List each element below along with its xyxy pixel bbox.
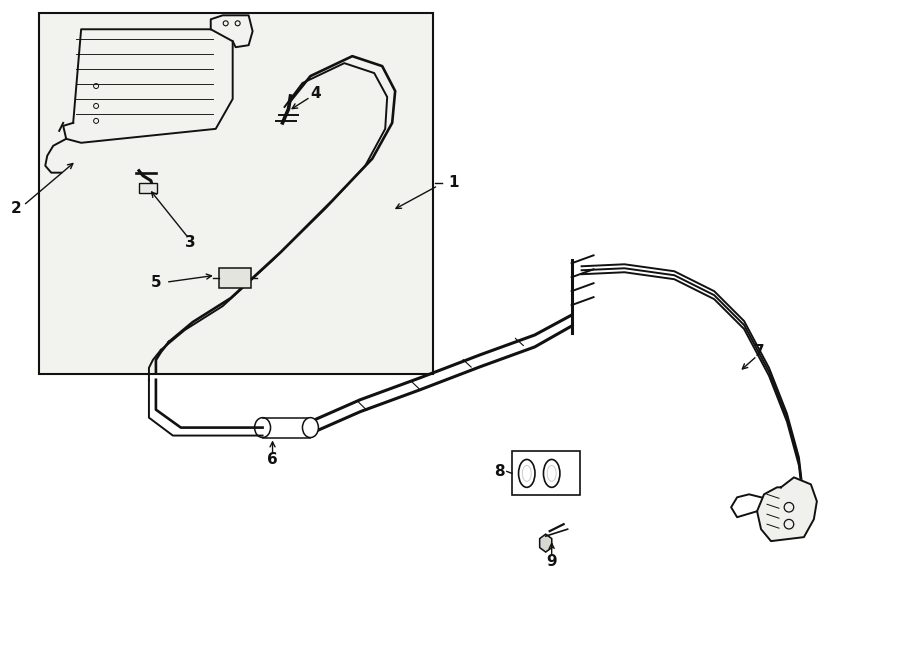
Text: 6: 6 [267, 452, 278, 467]
Text: 4: 4 [310, 85, 320, 100]
Polygon shape [540, 534, 552, 552]
Text: 1: 1 [448, 175, 458, 190]
Text: 7: 7 [753, 344, 764, 360]
Bar [219, 268, 250, 288]
Text: 2: 2 [11, 201, 22, 216]
Text: 8: 8 [494, 464, 505, 479]
Ellipse shape [302, 418, 319, 438]
Text: 9: 9 [546, 553, 557, 568]
Bar [40, 13, 433, 374]
Text: 5: 5 [150, 275, 161, 290]
Text: 3: 3 [185, 235, 196, 250]
Bar [512, 451, 580, 495]
Bar [139, 182, 157, 192]
Polygon shape [757, 477, 817, 541]
